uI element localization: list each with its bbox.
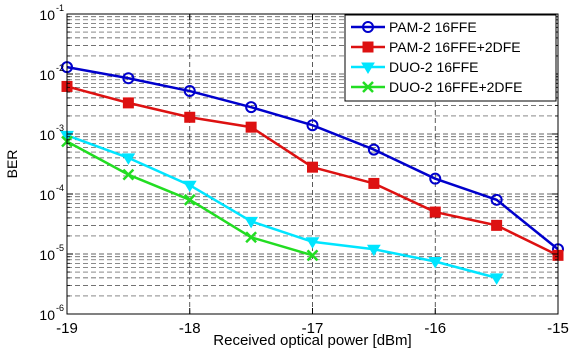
data-point <box>305 237 320 249</box>
data-point <box>491 219 503 231</box>
data-point <box>428 256 443 269</box>
data-point <box>307 161 318 173</box>
data-point-stroke <box>245 231 258 244</box>
data-point-stroke <box>306 249 319 262</box>
x-tick-label: -16 <box>424 320 446 337</box>
y-tick-exponent: -1 <box>56 3 64 13</box>
legend-marker <box>362 81 374 93</box>
data-point <box>122 72 135 85</box>
legend-marker <box>362 21 374 33</box>
y-tick-label: 10 <box>39 307 55 323</box>
legend-label: PAM-2 16FFE+2DFE <box>389 39 521 55</box>
data-point <box>429 172 442 185</box>
x-tick-label: -15 <box>547 320 569 337</box>
data-point <box>366 244 381 257</box>
data-point-stroke <box>122 168 135 181</box>
y-tick-base: 10 <box>39 127 55 143</box>
y-tick-base: 10 <box>39 187 55 203</box>
data-point <box>306 249 319 262</box>
y-tick-base: 10 <box>39 7 55 23</box>
data-point <box>489 273 504 285</box>
legend-label: PAM-2 16FFE <box>389 19 477 35</box>
y-axis-label: BER <box>4 150 20 179</box>
data-point <box>244 216 259 229</box>
data-point <box>306 119 319 132</box>
x-tick-label: -18 <box>179 320 201 337</box>
data-point <box>245 101 258 114</box>
data-point <box>121 153 136 165</box>
x-axis-label: Received optical power [dBm] <box>213 332 411 349</box>
data-point <box>368 177 380 189</box>
legend-label: DUO-2 16FFE+2DFE <box>389 79 522 95</box>
y-tick-exponent: -3 <box>56 123 64 133</box>
data-point <box>367 143 380 156</box>
y-tick-label: 10 <box>39 7 55 23</box>
y-tick-base: 10 <box>39 247 55 263</box>
data-point <box>183 193 196 206</box>
y-tick-label: 10 <box>39 67 55 83</box>
y-tick-exponent: -4 <box>56 183 64 193</box>
data-point-stroke <box>183 193 196 206</box>
data-point <box>245 231 258 244</box>
data-point <box>429 206 441 218</box>
data-point <box>184 111 196 123</box>
data-point-stroke <box>362 81 374 93</box>
data-point <box>490 193 503 206</box>
x-tick-label: -17 <box>302 320 324 337</box>
data-point <box>183 85 196 98</box>
series-line <box>66 65 559 251</box>
y-tick-label: 10 <box>39 187 55 203</box>
y-tick-label: 10 <box>39 247 55 263</box>
legend-label: DUO-2 16FFE <box>389 59 478 75</box>
y-tick-base: 10 <box>39 67 55 83</box>
legend: PAM-2 16FFE PAM-2 16FFE+2DFE DUO-2 16FFE DU… <box>344 14 557 102</box>
x-tick-label: -19 <box>56 320 78 337</box>
data-point <box>182 180 197 193</box>
series-line <box>66 134 497 280</box>
data-point <box>122 97 134 109</box>
y-tick-exponent: -5 <box>56 243 64 253</box>
axis-ticks: 10-610-510-410-310-210 -1-19 -18 -17 -16 -15 <box>39 3 568 337</box>
legend-marker <box>362 41 374 53</box>
y-tick-exponent: -6 <box>56 303 64 313</box>
legend-marker <box>361 62 375 74</box>
data-point <box>122 168 135 181</box>
data-point <box>245 121 257 133</box>
y-tick-exponent: -2 <box>56 63 64 73</box>
y-tick-base: 10 <box>39 307 55 323</box>
y-tick-label: 10 <box>39 127 55 143</box>
